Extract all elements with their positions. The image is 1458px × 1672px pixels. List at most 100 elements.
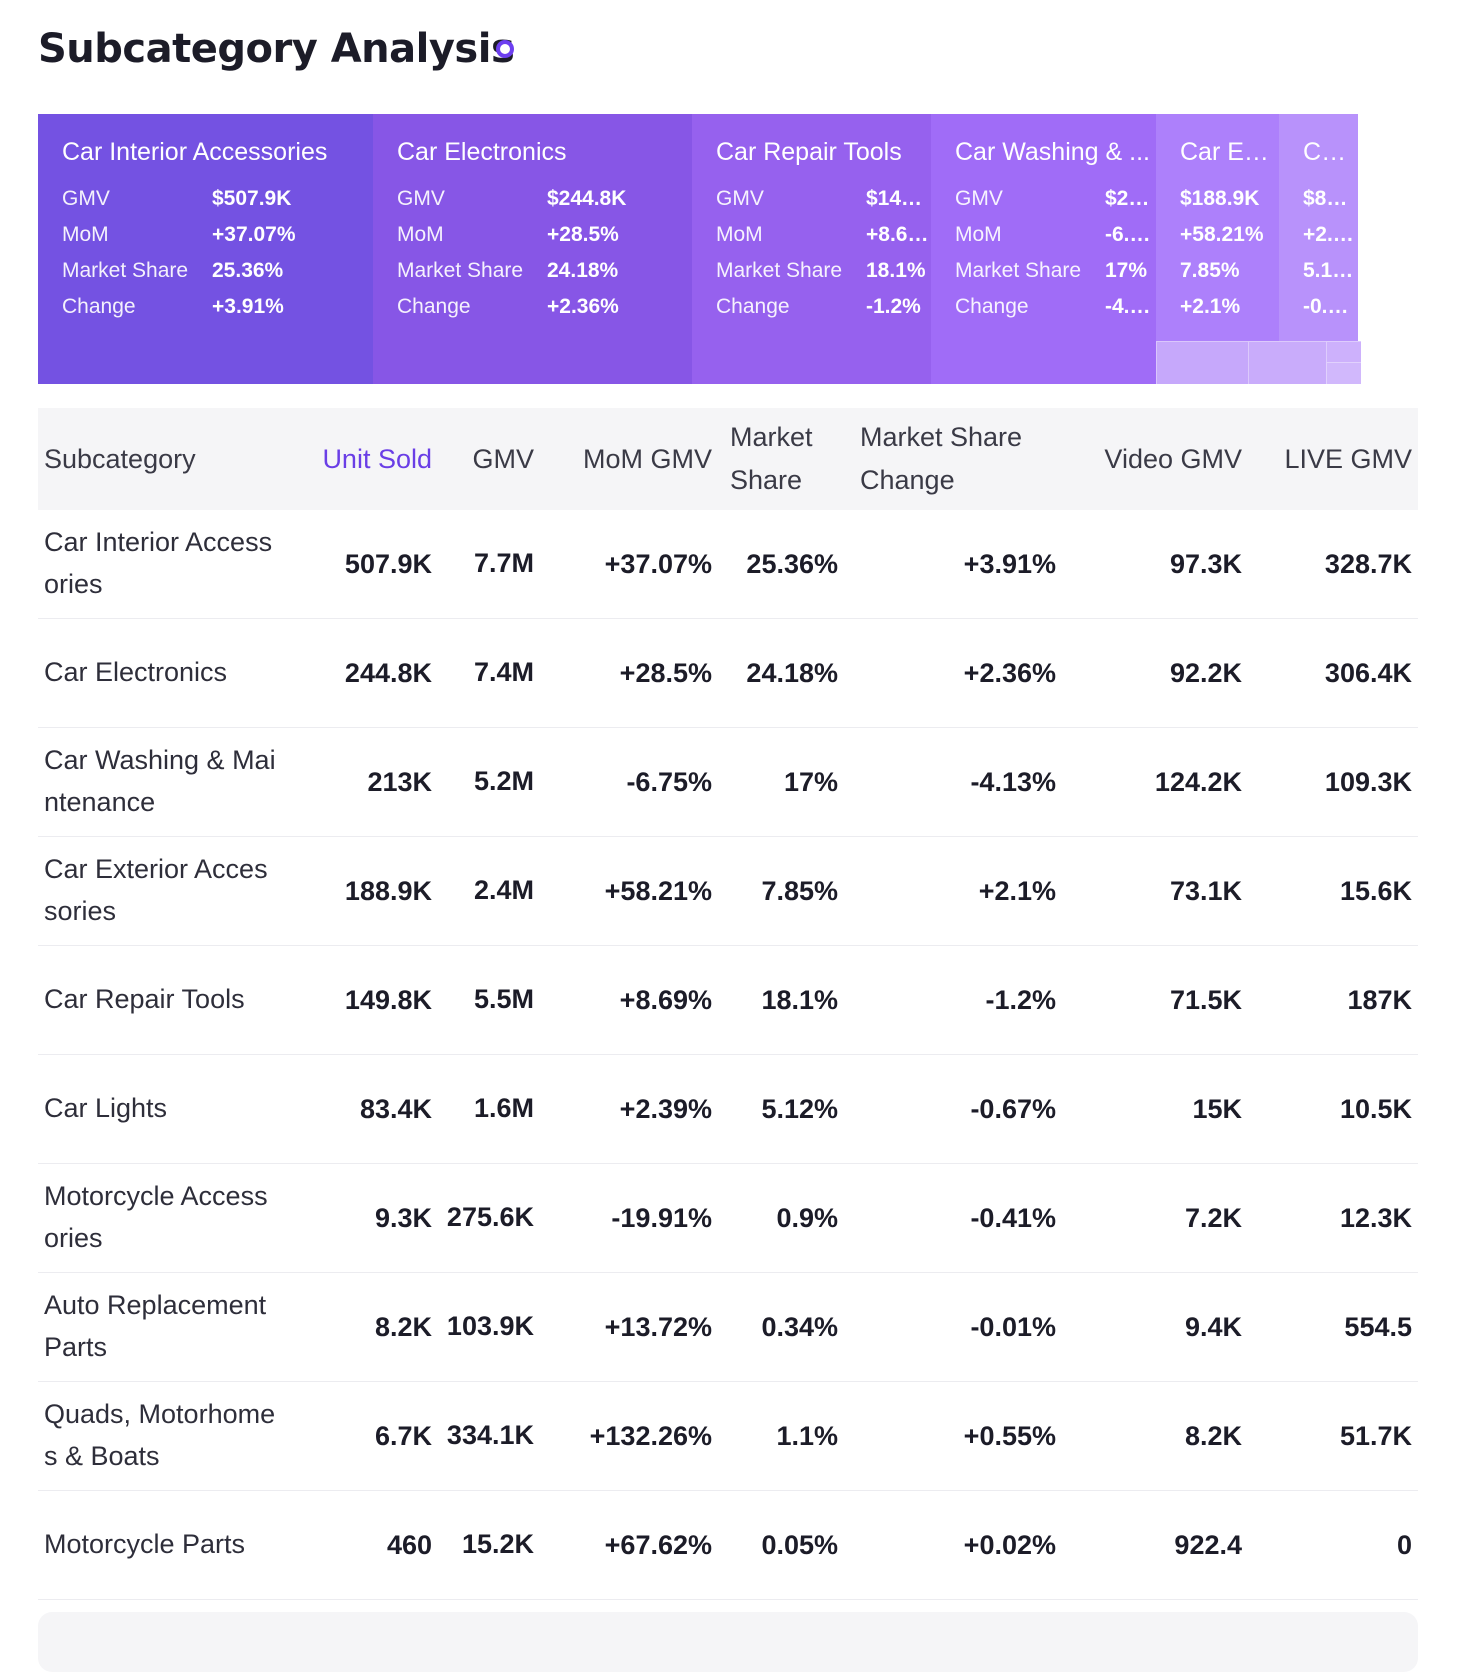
- treemap-metric-row: MoM+58.21%: [1180, 217, 1279, 253]
- header-subcategory[interactable]: Subcategory: [44, 443, 196, 474]
- treemap-metric-label: GMV: [62, 187, 110, 210]
- treemap-metric-row: Market Share 18.1%: [716, 253, 931, 289]
- treemap-metric-row: GMV$83....: [1303, 181, 1358, 217]
- cell-gmv: 7.7M: [473, 548, 534, 579]
- treemap-metric-row: GMV$188.9K: [1180, 181, 1279, 217]
- cell-unit-sold: 83.4K: [359, 1093, 432, 1124]
- treemap-tile[interactable]: Car Repair Tools GMV $149.... MoM +8.69% Mark…: [692, 114, 931, 384]
- cell-unit-sold: 507.9K: [344, 548, 432, 579]
- treemap-metric-value: $213K: [1105, 187, 1156, 210]
- cell-market-share: 0.9%: [776, 1202, 838, 1233]
- cell-unit-sold: 213K: [367, 766, 432, 797]
- cell-mom-gmv: +8.69%: [619, 984, 712, 1015]
- treemap-tile-minor[interactable]: [1326, 362, 1361, 384]
- treemap-metric-row: MoM +28.5%: [397, 217, 692, 253]
- treemap-tile[interactable]: Car Interior Accessories GMV $507.9K MoM +37…: [38, 114, 373, 384]
- treemap-metric-row: Change+2.1%: [1180, 289, 1279, 325]
- header-video-gmv[interactable]: Video GMV: [1104, 443, 1242, 474]
- table-row[interactable]: Car Lights 83.4K 1.6M +2.39% 5.12% -0.67% 15K 1…: [38, 1055, 1418, 1164]
- cell-live-gmv: 51.7K: [1339, 1420, 1412, 1451]
- treemap-metric-label: MoM: [716, 223, 763, 246]
- info-dot-icon[interactable]: [496, 40, 514, 58]
- treemap-metric-value: 18.1%: [866, 259, 926, 282]
- cell-market-share: 0.05%: [761, 1529, 838, 1560]
- treemap-metric-label: MoM: [62, 223, 109, 246]
- treemap-tile-name: Car...: [1303, 138, 1358, 166]
- cell-unit-sold: 188.9K: [344, 875, 432, 906]
- table-row[interactable]: Auto Replacement Parts 8.2K 103.9K +13.72% 0…: [38, 1273, 1418, 1382]
- treemap-metric-row: Market Share 17%: [955, 253, 1156, 289]
- cell-market-share-change: -0.01%: [970, 1311, 1056, 1342]
- cell-market-share-change: -1.2%: [985, 984, 1056, 1015]
- table-row[interactable]: Motorcycle Parts 460 15.2K +67.62% 0.05% +0.0…: [38, 1491, 1418, 1600]
- cell-gmv: 7.4M: [473, 657, 534, 688]
- treemap-tile[interactable]: Car Washing & ... GMV $213K MoM -6.7... Marke…: [931, 114, 1156, 384]
- cell-mom-gmv: +132.26%: [589, 1420, 712, 1451]
- cell-live-gmv: 12.3K: [1339, 1202, 1412, 1233]
- cell-video-gmv: 92.2K: [1169, 657, 1242, 688]
- header-gmv[interactable]: GMV: [472, 443, 534, 474]
- cell-unit-sold: 8.2K: [374, 1311, 432, 1342]
- table-row[interactable]: Car Exterior Accessories 188.9K 2.4M +58.21…: [38, 837, 1418, 946]
- header-mom-gmv[interactable]: MoM GMV: [582, 443, 712, 474]
- cell-market-share-change: -0.41%: [970, 1202, 1056, 1233]
- treemap-tile[interactable]: Car... GMV$83....MoM+2.3...Market Share5.…: [1279, 114, 1358, 341]
- treemap-metric-label: Change: [716, 295, 790, 318]
- treemap-tile-name: Car Washing & ...: [955, 138, 1150, 166]
- treemap-tile-minor[interactable]: [1248, 341, 1326, 384]
- cell-gmv: 5.2M: [473, 766, 534, 797]
- treemap-metric-label: Market Share: [716, 259, 843, 282]
- header-market-share[interactable]: Market Share: [730, 421, 813, 495]
- cell-subcategory: Car Electronics: [44, 657, 228, 688]
- header-market-share-change[interactable]: Market Share Change: [860, 421, 1023, 495]
- treemap-metric-value: -6.7...: [1105, 223, 1156, 246]
- cell-gmv: 2.4M: [473, 875, 534, 906]
- cell-mom-gmv: -19.91%: [611, 1202, 712, 1233]
- treemap-metric-value: $83....: [1303, 187, 1358, 210]
- cell-subcategory: Car Washing & Maintenance: [44, 745, 276, 817]
- treemap-metric-row: GMV $149....: [716, 181, 931, 217]
- cell-subcategory: Car Exterior Accessories: [44, 854, 268, 926]
- cell-market-share: 1.1%: [776, 1420, 838, 1451]
- header-live-gmv[interactable]: LIVE GMV: [1284, 443, 1412, 474]
- table-row[interactable]: Motorcycle Accessories 9.3K 275.6K -19.91% 0…: [38, 1164, 1418, 1273]
- table-row[interactable]: Car Washing & Maintenance 213K 5.2M -6.75% 1…: [38, 728, 1418, 837]
- treemap-metric-label: GMV: [397, 187, 445, 210]
- treemap-metric-row: Change -4.1...: [955, 289, 1156, 325]
- treemap-metric-row: Market Share7.85%: [1180, 253, 1279, 289]
- treemap-tile-name: Car Repair Tools: [716, 138, 902, 166]
- table-row[interactable]: Car Electronics 244.8K 7.4M +28.5% 24.18% +2.…: [38, 619, 1418, 728]
- cell-market-share: 0.34%: [761, 1311, 838, 1342]
- cell-market-share-change: +2.36%: [963, 657, 1056, 688]
- treemap-metric-label: Market Share: [62, 259, 189, 282]
- table-row[interactable]: Quads, Motorhomes & Boats 6.7K 334.1K +132.…: [38, 1382, 1418, 1491]
- treemap-metric-label: MoM: [955, 223, 1002, 246]
- cell-subcategory: Car Interior Accessories: [44, 527, 273, 599]
- table-row[interactable]: Car Repair Tools 149.8K 5.5M +8.69% 18.1% -1.…: [38, 946, 1418, 1055]
- treemap-metric-value: 7.85%: [1180, 259, 1240, 282]
- cell-market-share-change: +3.91%: [963, 548, 1056, 579]
- cell-gmv: 275.6K: [446, 1202, 534, 1233]
- cell-video-gmv: 73.1K: [1169, 875, 1242, 906]
- cell-live-gmv: 187K: [1347, 984, 1412, 1015]
- treemap-tile-minor[interactable]: [1156, 341, 1248, 384]
- cell-market-share-change: +2.1%: [978, 875, 1056, 906]
- cell-video-gmv: 8.2K: [1184, 1420, 1242, 1451]
- treemap-metric-value: $244.8K: [547, 187, 627, 210]
- cell-mom-gmv: +67.62%: [604, 1529, 712, 1560]
- cell-video-gmv: 124.2K: [1154, 766, 1242, 797]
- cell-market-share: 7.85%: [761, 875, 838, 906]
- cell-live-gmv: 15.6K: [1339, 875, 1412, 906]
- cell-subcategory: Car Repair Tools: [44, 984, 245, 1015]
- cell-subcategory: Motorcycle Parts: [44, 1529, 246, 1560]
- treemap-tile[interactable]: Car Electronics GMV $244.8K MoM +28.5% Market…: [373, 114, 692, 384]
- cell-mom-gmv: +37.07%: [604, 548, 712, 579]
- treemap-metric-value: 17%: [1105, 259, 1148, 282]
- cell-mom-gmv: +2.39%: [619, 1093, 712, 1124]
- header-unit-sold[interactable]: Unit Sold: [322, 443, 432, 474]
- cell-gmv: 103.9K: [446, 1311, 534, 1342]
- cell-market-share-change: +0.02%: [963, 1529, 1056, 1560]
- treemap-metric-value: 25.36%: [212, 259, 284, 282]
- table-row[interactable]: Car Interior Accessories 507.9K 7.7M +37.07…: [38, 510, 1418, 619]
